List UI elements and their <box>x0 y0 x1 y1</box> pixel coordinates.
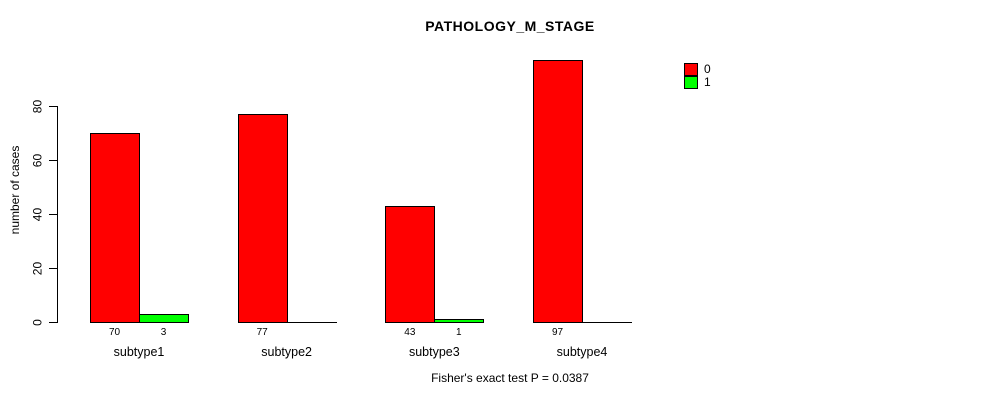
y-tick-label: 40 <box>30 207 45 222</box>
y-axis-line <box>57 106 58 323</box>
legend-item-1: 1 <box>684 76 711 89</box>
y-tick-label: 20 <box>30 261 45 276</box>
y-tick-label: 60 <box>30 153 45 168</box>
y-axis-title: number of cases <box>8 145 22 235</box>
bar-subtype1-series0 <box>90 133 140 323</box>
legend: 0 1 <box>684 63 711 89</box>
bar-subtype3-series1 <box>434 319 485 323</box>
y-tick <box>49 214 57 215</box>
footer-annotation: Fisher's exact test P = 0.0387 <box>431 371 589 385</box>
legend-item-0: 0 <box>684 63 711 76</box>
bar-value-label: 3 <box>160 327 167 338</box>
legend-label-0: 0 <box>704 62 711 76</box>
x-category-label-3: subtype3 <box>408 345 460 359</box>
legend-label-1: 1 <box>704 75 711 89</box>
bar-value-label: 77 <box>256 327 268 338</box>
bar-value-label: 1 <box>456 327 462 338</box>
bar-subtype4-series0 <box>533 60 583 323</box>
bar-value-label: 70 <box>108 327 121 338</box>
y-tick-label: 0 <box>30 319 45 326</box>
y-tick <box>49 106 57 107</box>
y-tick-label: 80 <box>30 99 45 114</box>
y-tick <box>49 322 57 323</box>
chart-title: PATHOLOGY_M_STAGE <box>425 18 595 34</box>
bar-value-label: 43 <box>404 327 416 338</box>
bar-subtype1-series1 <box>139 314 189 323</box>
bar-subtype3-series0 <box>385 206 436 323</box>
bar-subtype2-series0 <box>237 114 288 323</box>
y-tick <box>49 268 57 269</box>
y-tick <box>49 160 57 161</box>
bar-value-label: 97 <box>551 327 564 338</box>
x-category-label-1: subtype1 <box>113 345 165 359</box>
x-category-label-2: subtype2 <box>261 345 313 359</box>
legend-swatch-red <box>684 63 698 76</box>
x-category-label-4: subtype4 <box>556 345 608 359</box>
legend-swatch-green <box>684 76 698 89</box>
